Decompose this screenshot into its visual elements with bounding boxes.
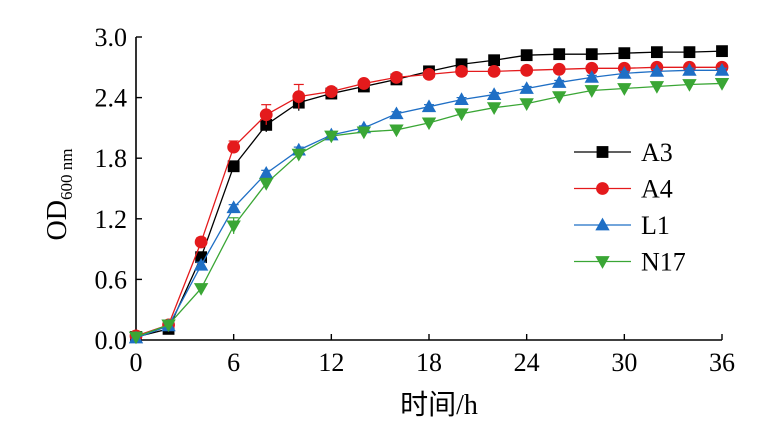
data-point-l1 [649, 64, 665, 77]
legend-item-l1: L1 [574, 211, 670, 240]
data-point-n17 [226, 220, 241, 234]
data-point-n17 [291, 148, 306, 162]
legend-label-a4: A4 [641, 175, 673, 204]
x-tick-label: 0 [130, 348, 143, 377]
y-axis-title: OD600 nm [42, 149, 76, 241]
data-point-n17 [161, 319, 176, 333]
legend-marker-a3 [596, 146, 609, 158]
data-point-n17 [552, 91, 567, 104]
legend-marker-a4 [596, 182, 609, 195]
axes: 0 6 12 18 24 30 36 0.0 0.6 1.2 1.8 2.4 3.0 [95, 23, 736, 377]
series-a3 [130, 45, 728, 343]
data-point-l1 [193, 257, 209, 271]
y-tick-label: 1.8 [95, 144, 128, 173]
data-point-a3 [683, 46, 696, 59]
y-tick-label: 0.6 [95, 265, 128, 294]
x-tick-label: 12 [318, 348, 344, 377]
x-tick-label: 6 [227, 348, 240, 377]
data-point-l1 [584, 70, 599, 83]
x-tick-label: 36 [709, 348, 735, 377]
y-tick-label: 1.2 [95, 205, 128, 234]
data-point-a3 [553, 48, 566, 61]
y-tick-label: 2.4 [95, 84, 128, 113]
data-point-n17 [128, 331, 144, 345]
legend-label-a3: A3 [641, 138, 673, 167]
data-point-n17 [259, 178, 274, 191]
series-l1 [128, 63, 730, 344]
data-point-n17 [617, 83, 632, 96]
data-point-l1 [552, 75, 567, 88]
series-n17 [128, 78, 730, 345]
data-point-a4 [390, 71, 403, 84]
data-point-n17 [584, 85, 599, 98]
legend-item-a3: A3 [574, 138, 673, 167]
data-point-l1 [454, 92, 469, 106]
data-point-l1 [259, 166, 274, 179]
data-point-n17 [389, 124, 404, 138]
legend-label-l1: L1 [641, 211, 670, 240]
data-point-n17 [486, 102, 502, 116]
series-line-a3 [135, 50, 723, 338]
data-point-a3 [227, 160, 240, 173]
data-point-l1 [421, 99, 437, 113]
data-point-a4 [194, 235, 208, 249]
data-point-n17 [421, 117, 437, 131]
data-point-a4 [422, 67, 436, 81]
y-tick-label: 0.0 [95, 326, 128, 355]
y-tick-label: 3.0 [95, 23, 128, 52]
x-tick-label: 24 [514, 348, 540, 377]
x-tick-label: 30 [611, 348, 637, 377]
y-ticks: 0.0 0.6 1.2 1.8 2.4 3.0 [95, 23, 142, 355]
y-axis-title-sub: 600 nm [57, 149, 76, 200]
legend-marker-n17 [595, 256, 610, 269]
legend-item-n17: N17 [574, 248, 686, 277]
data-point-l1 [389, 106, 404, 120]
y-axis-title-main: OD [42, 200, 73, 240]
data-point-a3 [618, 47, 631, 60]
data-point-a4 [520, 63, 534, 77]
data-point-a4 [357, 77, 371, 90]
data-point-n17 [714, 78, 730, 91]
legend-marker-l1 [595, 217, 610, 231]
data-point-a3 [520, 49, 533, 62]
data-point-a3 [585, 48, 598, 61]
data-point-n17 [324, 130, 339, 144]
data-point-n17 [519, 98, 534, 111]
series-layer [128, 45, 730, 345]
data-point-a4 [487, 64, 501, 78]
data-point-n17 [193, 283, 209, 296]
data-point-a3 [650, 46, 663, 59]
data-point-n17 [682, 79, 697, 92]
data-point-l1 [714, 63, 730, 76]
data-point-l1 [682, 63, 697, 76]
data-point-a3 [716, 45, 728, 58]
data-point-n17 [454, 108, 469, 122]
data-point-l1 [617, 66, 632, 79]
data-point-n17 [356, 126, 372, 140]
x-ticks: 0 6 12 18 24 30 36 [130, 334, 735, 377]
data-point-a4 [455, 64, 468, 78]
legend-label-n17: N17 [641, 248, 686, 277]
x-axis-title: 时间/h [400, 389, 478, 421]
x-tick-label: 18 [416, 348, 442, 377]
data-point-n17 [649, 81, 665, 94]
data-point-a4 [552, 62, 566, 76]
data-point-a4 [259, 108, 273, 122]
data-point-l1 [486, 87, 502, 100]
data-point-a4 [227, 140, 241, 154]
data-point-l1 [226, 200, 241, 214]
data-point-a4 [292, 90, 306, 103]
data-point-l1 [519, 81, 534, 94]
data-point-a3 [488, 54, 501, 67]
legend-item-a4: A4 [574, 175, 673, 204]
legend: A3 A4 L1 N17 [574, 138, 686, 277]
data-point-a4 [324, 85, 338, 98]
